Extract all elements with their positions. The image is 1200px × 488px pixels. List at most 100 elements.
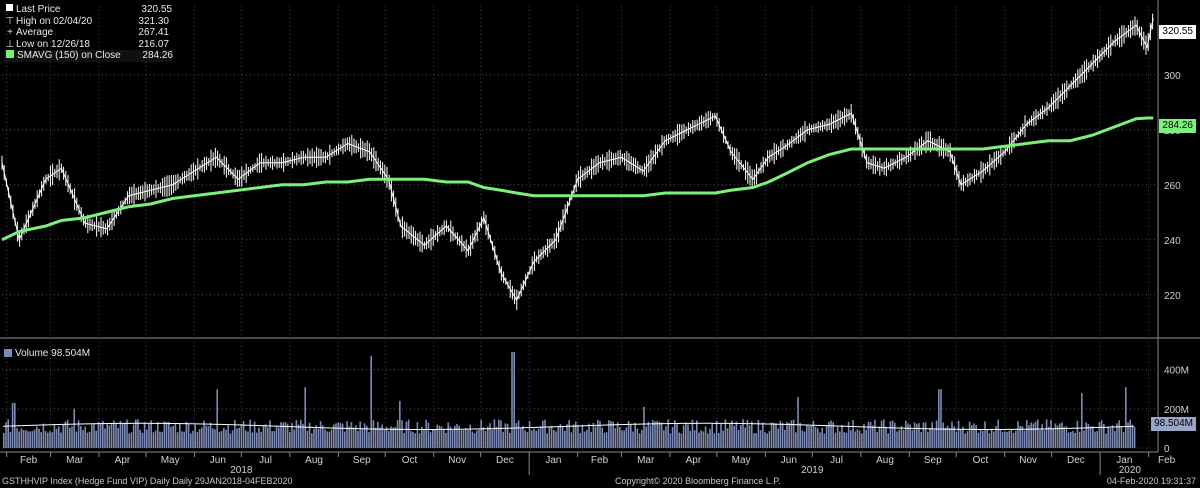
volume-bar (638, 433, 641, 448)
volume-bar (817, 428, 819, 448)
volume-bar (625, 427, 628, 448)
volume-tick-label: 400M (1164, 366, 1189, 377)
volume-bar (361, 429, 364, 448)
volume-bar (856, 429, 859, 448)
volume-bar (940, 389, 942, 448)
volume-bar (918, 423, 920, 448)
volume-bar (165, 421, 168, 448)
volume-bar (449, 426, 452, 448)
volume-bar (935, 420, 938, 448)
volume-bar (685, 422, 687, 448)
volume-bar (553, 429, 555, 448)
volume-bar (1028, 425, 1030, 448)
volume-bar (154, 430, 157, 448)
volume-bar (170, 426, 172, 448)
volume-bar (1074, 432, 1076, 448)
volume-bar (438, 425, 441, 448)
volume-bar (357, 430, 359, 448)
volume-bar (891, 420, 894, 448)
volume-bar (806, 425, 808, 448)
volume-bar (922, 422, 925, 448)
volume-bar (577, 424, 579, 448)
volume-bar (911, 430, 914, 448)
volume-bar (493, 419, 496, 448)
volume-bar (586, 429, 588, 448)
volume-bar (392, 427, 394, 448)
volume-bar (579, 433, 581, 448)
volume-bar (711, 423, 713, 448)
volume-bar (77, 420, 80, 448)
volume-bar (594, 426, 597, 448)
volume-bar (1037, 419, 1039, 448)
volume-average-line (2, 422, 1134, 430)
month-label: Oct (973, 455, 989, 466)
volume-bar (1052, 428, 1054, 448)
legend-sma: SMAVG (150) on Close 284.26 (4, 50, 173, 62)
volume-bar (830, 420, 832, 448)
volume-bar (82, 430, 84, 448)
volume-bar (671, 426, 674, 448)
volume-bar (295, 420, 298, 448)
volume-bars (3, 351, 1136, 448)
volume-bar (247, 431, 249, 448)
volume-bar (781, 422, 784, 448)
volume-bar (436, 424, 438, 448)
volume-bar (1118, 420, 1120, 448)
volume-bar (201, 427, 203, 448)
volume-bar (1127, 422, 1129, 448)
volume-bar (557, 426, 559, 448)
volume-bar (388, 431, 390, 448)
volume-bar (1054, 423, 1057, 448)
volume-bar (5, 422, 7, 448)
volume-bar (966, 431, 969, 448)
volume-bar (427, 422, 430, 448)
month-label: Jul (830, 455, 843, 466)
month-label: May (161, 455, 180, 466)
volume-bar (825, 425, 828, 448)
volume-bar (126, 419, 128, 448)
volume-bar (495, 426, 498, 448)
volume-bar (506, 423, 509, 448)
volume-bar (460, 430, 463, 448)
volume-bar (234, 419, 236, 448)
volume-bar (759, 430, 762, 448)
volume-bar (322, 425, 324, 448)
volume-bar (511, 351, 513, 448)
volume-bar (1006, 431, 1008, 448)
volume-bar (179, 423, 181, 448)
volume-bar (1010, 429, 1013, 448)
volume-bar (207, 426, 210, 448)
footer-security-info: GSTHHVIP Index (Hedge Fund VIP) Daily Da… (2, 476, 293, 486)
volume-bar (869, 421, 872, 448)
volume-bar (291, 423, 293, 448)
volume-bar (218, 431, 221, 448)
volume-bar (610, 421, 612, 448)
volume-bar (124, 423, 126, 448)
volume-bar (117, 427, 119, 448)
volume-bar (416, 422, 419, 448)
volume-bar (843, 432, 845, 448)
volume-bar (722, 430, 724, 448)
volume-bar (1032, 423, 1035, 448)
volume-bar (293, 429, 295, 448)
volume-bar (51, 432, 53, 448)
volume-bar (779, 420, 782, 448)
volume-bar (346, 421, 348, 448)
volume-bar (128, 433, 130, 448)
legend-low-value: 216.07 (138, 38, 169, 50)
volume-bar (33, 429, 36, 448)
volume-bar (887, 433, 889, 448)
year-label: 2020 (1119, 465, 1142, 476)
volume-bar (339, 422, 342, 448)
volume-bar (616, 422, 619, 448)
volume-bar (220, 431, 223, 448)
volume-bar (242, 421, 245, 448)
volume-bar (982, 430, 984, 448)
volume-bar (69, 427, 71, 448)
volume-bar (148, 424, 150, 448)
volume-bar (977, 432, 980, 448)
volume-bar (370, 355, 372, 448)
volume-bar (687, 424, 689, 448)
volume-bar (515, 423, 518, 448)
